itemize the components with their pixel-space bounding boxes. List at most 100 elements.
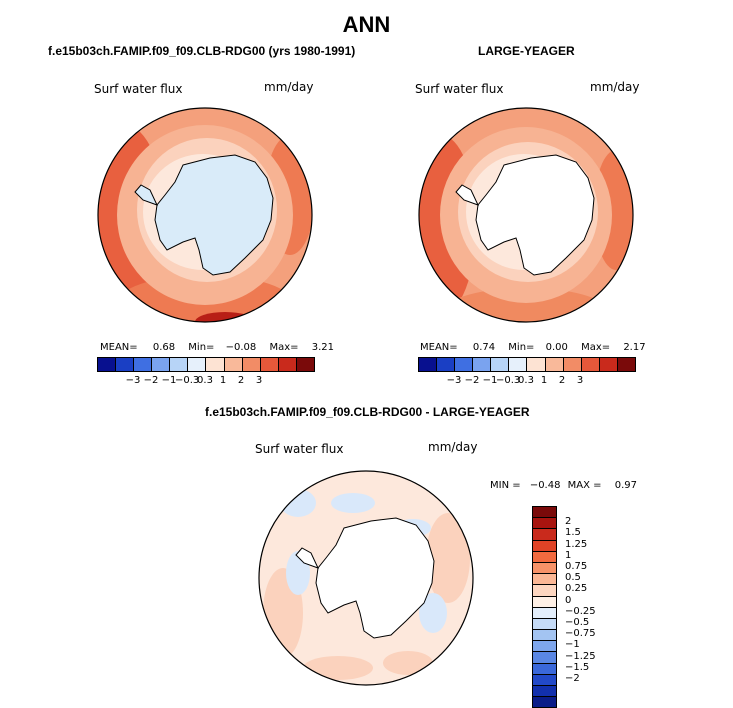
colorbar-tick-label: 1.25 bbox=[565, 538, 588, 550]
colorbar-tick-label: 0.3 bbox=[518, 375, 534, 386]
colorbar-swatch bbox=[491, 358, 510, 371]
colorbar-swatch bbox=[473, 358, 492, 371]
colorbar-swatch bbox=[455, 358, 474, 371]
colorbar-swatch bbox=[533, 652, 556, 664]
right-panel-title: LARGE-YEAGER bbox=[478, 44, 575, 58]
left-colorbar bbox=[97, 357, 315, 372]
colorbar-tick-label: −0.5 bbox=[565, 617, 590, 628]
colorbar-swatch bbox=[170, 358, 189, 371]
colorbar-swatch bbox=[545, 358, 564, 371]
colorbar-swatch bbox=[134, 358, 153, 371]
colorbar-swatch bbox=[533, 641, 556, 653]
colorbar-tick-label: −0.3 bbox=[175, 375, 200, 386]
left-colorbar-ticks: −3 −2 −1 −0.3 0.3 1 2 3 bbox=[97, 375, 313, 389]
colorbar-tick-label: −1.5 bbox=[565, 661, 590, 673]
colorbar-tick-label: 3 bbox=[255, 375, 263, 386]
colorbar-tick-label: 3 bbox=[576, 375, 584, 386]
diff-colorbar-ticks: 2 1.5 1.25 1 0.75 0.5 0.25 0 −0.25 −0.5 −0.75 −1 −1.… bbox=[565, 506, 605, 696]
colorbar-swatch bbox=[260, 358, 279, 371]
left-max-label: Max= bbox=[269, 342, 299, 353]
colorbar-tick-label: 0 bbox=[565, 594, 572, 606]
colorbar-swatch bbox=[152, 358, 171, 371]
right-variable-label: Surf water flux bbox=[415, 82, 504, 96]
diff-units-label: mm/day bbox=[428, 440, 478, 454]
colorbar-tick-label: −0.25 bbox=[565, 605, 596, 617]
colorbar-tick-label: 0.3 bbox=[197, 375, 213, 386]
colorbar-swatch bbox=[116, 358, 135, 371]
colorbar-tick-label: −3 bbox=[446, 375, 462, 386]
colorbar-swatch bbox=[98, 358, 117, 371]
colorbar-tick-label: 1 bbox=[219, 375, 227, 386]
right-units-label: mm/day bbox=[590, 80, 640, 94]
colorbar-swatch bbox=[188, 358, 207, 371]
colorbar-swatch bbox=[533, 618, 556, 631]
colorbar-swatch bbox=[533, 630, 556, 642]
colorbar-swatch bbox=[206, 358, 225, 371]
colorbar-tick-label: −2 bbox=[143, 375, 159, 386]
colorbar-swatch bbox=[224, 358, 243, 371]
colorbar-swatch bbox=[278, 358, 297, 371]
diff-colorbar bbox=[532, 506, 557, 708]
colorbar-swatch bbox=[437, 358, 456, 371]
diff-variable-label: Surf water flux bbox=[255, 442, 344, 456]
colorbar-tick-label: 0.25 bbox=[565, 583, 588, 595]
colorbar-tick-label: 0.5 bbox=[565, 572, 581, 584]
colorbar-tick-label: 2 bbox=[558, 375, 566, 386]
diff-min-label: MIN = bbox=[490, 480, 521, 491]
colorbar-swatch bbox=[533, 562, 556, 575]
colorbar-swatch bbox=[533, 551, 556, 563]
colorbar-tick-label: −0.3 bbox=[496, 375, 521, 386]
colorbar-swatch bbox=[533, 686, 556, 698]
right-mean-label: MEAN= bbox=[420, 342, 458, 353]
colorbar-tick-label: −1 bbox=[161, 375, 177, 386]
colorbar-swatch bbox=[599, 358, 618, 371]
figure-title: ANN bbox=[342, 12, 391, 37]
colorbar-tick-label: 1.5 bbox=[565, 527, 581, 539]
colorbar-tick-label: −2 bbox=[464, 375, 480, 386]
right-max-label: Max= bbox=[581, 342, 611, 353]
colorbar-swatch bbox=[533, 585, 556, 597]
right-colorbar bbox=[418, 357, 636, 372]
colorbar-swatch bbox=[533, 607, 556, 619]
right-mean-value: 0.74 bbox=[472, 342, 496, 353]
diff-min-value: −0.48 bbox=[529, 480, 561, 491]
colorbar-tick-label: 2 bbox=[565, 516, 572, 528]
right-polar-map bbox=[418, 107, 634, 323]
diff-polar-map bbox=[258, 470, 474, 686]
right-min-value: 0.00 bbox=[545, 342, 568, 353]
colorbar-swatch bbox=[242, 358, 261, 371]
left-min-label: Min= bbox=[188, 342, 215, 353]
left-max-value: 3.21 bbox=[311, 342, 334, 353]
right-min-label: Min= bbox=[508, 342, 535, 353]
colorbar-swatch bbox=[581, 358, 600, 371]
colorbar-tick-label: −0.75 bbox=[565, 628, 596, 640]
colorbar-tick-label: −1 bbox=[482, 375, 498, 386]
colorbar-swatch bbox=[527, 358, 546, 371]
colorbar-tick-label: −3 bbox=[125, 375, 141, 386]
diff-max-label: MAX = bbox=[567, 480, 602, 491]
diff-max-value: 0.97 bbox=[614, 480, 637, 491]
left-variable-label: Surf water flux bbox=[94, 82, 183, 96]
colorbar-swatch bbox=[296, 358, 314, 371]
right-colorbar-ticks: −3 −2 −1 −0.3 0.3 1 2 3 bbox=[418, 375, 634, 389]
right-max-value: 2.17 bbox=[623, 342, 646, 353]
colorbar-swatch bbox=[563, 358, 582, 371]
left-polar-map bbox=[97, 107, 313, 323]
left-mean-value: 0.68 bbox=[152, 342, 176, 353]
colorbar-tick-label: −2 bbox=[565, 673, 580, 684]
diff-panel-title: f.e15b03ch.FAMIP.f09_f09.CLB-RDG00 - LAR… bbox=[205, 405, 530, 419]
left-min-value: −0.08 bbox=[225, 342, 257, 353]
left-panel-title: f.e15b03ch.FAMIP.f09_f09.CLB-RDG00 (yrs … bbox=[48, 44, 356, 58]
colorbar-swatch bbox=[533, 518, 556, 530]
colorbar-tick-label: 1 bbox=[565, 549, 572, 561]
colorbar-swatch bbox=[533, 540, 556, 552]
left-mean-label: MEAN= bbox=[100, 342, 138, 353]
colorbar-tick-label: −1.25 bbox=[565, 650, 596, 662]
colorbar-swatch bbox=[533, 507, 556, 519]
colorbar-swatch bbox=[419, 358, 438, 371]
colorbar-swatch bbox=[533, 574, 556, 586]
colorbar-swatch bbox=[617, 358, 635, 371]
colorbar-swatch bbox=[509, 358, 528, 371]
colorbar-swatch bbox=[533, 697, 556, 708]
colorbar-tick-label: 0.75 bbox=[565, 561, 588, 572]
